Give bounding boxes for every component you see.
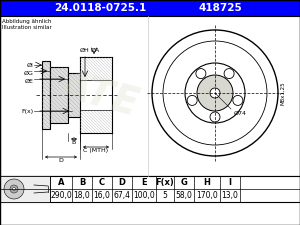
Bar [50, 67, 68, 123]
Circle shape [196, 69, 206, 79]
Text: H: H [204, 178, 210, 187]
Text: Ø74: Ø74 [234, 111, 247, 116]
Text: G: G [181, 178, 188, 187]
Text: 100,0: 100,0 [133, 191, 155, 200]
Circle shape [10, 185, 18, 193]
Text: I: I [229, 178, 232, 187]
Circle shape [13, 187, 16, 191]
Bar [68, 73, 80, 117]
Circle shape [210, 88, 220, 98]
Text: ØA: ØA [90, 48, 100, 53]
Circle shape [197, 75, 233, 111]
Text: 13,0: 13,0 [222, 191, 238, 200]
Text: D: D [118, 178, 125, 187]
Circle shape [187, 95, 197, 106]
Text: F(x): F(x) [22, 108, 34, 113]
Text: 18,0: 18,0 [74, 191, 90, 200]
Text: 170,0: 170,0 [196, 191, 218, 200]
Text: ØE: ØE [25, 79, 34, 83]
Bar [42, 61, 50, 129]
Text: ØG: ØG [24, 70, 34, 76]
Text: 418725: 418725 [198, 3, 242, 13]
Text: 16,0: 16,0 [94, 191, 110, 200]
Bar [0, 176, 50, 202]
Circle shape [4, 179, 24, 199]
Text: Illustration similar: Illustration similar [2, 25, 52, 30]
Bar [0, 16, 300, 176]
Bar [0, 0, 300, 16]
Text: M8x1,25: M8x1,25 [280, 81, 286, 105]
Text: F(x): F(x) [156, 178, 174, 187]
Text: B: B [79, 178, 85, 187]
Circle shape [210, 112, 220, 122]
Text: ATE: ATE [57, 66, 143, 124]
Text: 67,4: 67,4 [113, 191, 130, 200]
Text: E: E [141, 178, 147, 187]
Text: Abbildung ähnlich: Abbildung ähnlich [2, 19, 52, 24]
Text: ØH: ØH [80, 48, 90, 53]
Bar [0, 176, 300, 202]
Text: C: C [99, 178, 105, 187]
Text: 5: 5 [163, 191, 167, 200]
Text: D: D [58, 158, 63, 163]
Text: 24.0118-0725.1: 24.0118-0725.1 [54, 3, 146, 13]
Text: A: A [58, 178, 64, 187]
Text: C (MTH): C (MTH) [83, 148, 109, 153]
Text: B: B [72, 140, 76, 145]
Circle shape [224, 69, 234, 79]
Circle shape [233, 95, 243, 106]
Text: ØI: ØI [27, 63, 34, 68]
Text: 58,0: 58,0 [176, 191, 192, 200]
Text: 290,0: 290,0 [50, 191, 72, 200]
